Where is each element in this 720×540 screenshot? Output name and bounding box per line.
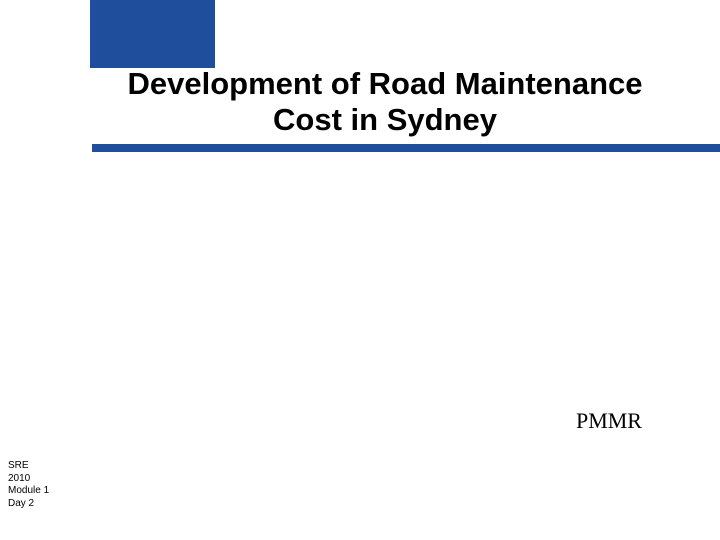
title-underline — [92, 144, 720, 152]
footer-line-4: Day 2 — [8, 498, 49, 511]
title-line-2: Cost in Sydney — [273, 102, 497, 137]
title-line-1: Development of Road Maintenance — [127, 66, 642, 101]
footer-line-1: SRE — [8, 460, 49, 473]
header-accent-block — [90, 0, 215, 68]
footer-note: SRE 2010 Module 1 Day 2 — [8, 460, 49, 510]
footer-line-3: Module 1 — [8, 485, 49, 498]
slide-title: Development of Road Maintenance Cost in … — [70, 66, 700, 137]
pmmr-label: PMMR — [576, 408, 642, 434]
footer-line-2: 2010 — [8, 473, 49, 486]
